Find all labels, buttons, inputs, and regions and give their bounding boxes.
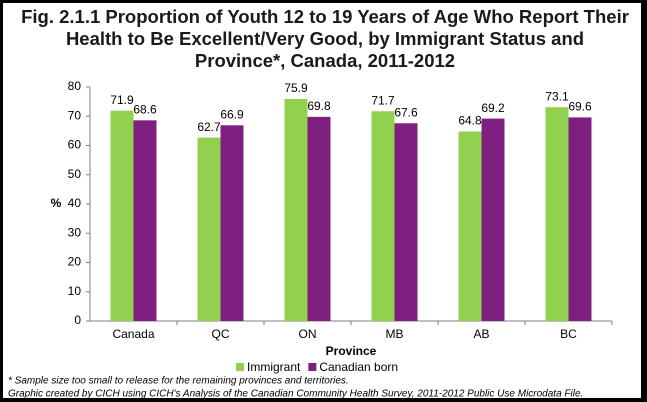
- bar: [371, 111, 395, 321]
- bar: [481, 118, 505, 321]
- bar: [394, 123, 418, 322]
- bar: [133, 120, 157, 321]
- footnote: * Sample size too small to release for t…: [8, 376, 349, 387]
- x-tick-label: Canada: [112, 327, 154, 341]
- footnote: Graphic created by CICH using CICH's Ana…: [8, 389, 583, 400]
- value-label: 69.2: [481, 101, 505, 115]
- y-tick-label: 60: [68, 138, 82, 152]
- x-tick-label: BC: [560, 327, 577, 341]
- chart-title: Fig. 2.1.1 Proportion of Youth 12 to 19 …: [21, 6, 629, 71]
- y-tick-label: 0: [74, 313, 81, 327]
- value-label: 68.6: [133, 103, 157, 117]
- x-tick-label: QC: [212, 327, 230, 341]
- y-tick-label: 40: [68, 196, 82, 210]
- legend-label: Canadian born: [319, 360, 398, 374]
- value-label: 71.7: [371, 93, 395, 107]
- y-tick-label: 10: [68, 284, 82, 298]
- y-axis-label: %: [51, 196, 62, 210]
- y-tick-label: 70: [68, 108, 82, 122]
- value-label: 69.8: [307, 99, 331, 113]
- y-tick-label: 20: [68, 255, 82, 269]
- bar: [197, 137, 221, 321]
- value-label: 62.7: [197, 120, 221, 134]
- value-label: 73.1: [545, 89, 569, 103]
- bar: [220, 125, 244, 321]
- value-label: 69.6: [568, 100, 592, 114]
- x-tick-label: MB: [386, 327, 404, 341]
- value-label: 67.6: [394, 105, 418, 119]
- y-tick-label: 80: [68, 79, 82, 93]
- bar: [458, 131, 482, 321]
- value-label: 71.9: [110, 93, 134, 107]
- bar: [568, 117, 592, 321]
- x-axis-label: Province: [326, 344, 377, 358]
- y-tick-label: 50: [68, 167, 82, 181]
- bar: [545, 107, 569, 322]
- x-tick-label: ON: [299, 327, 317, 341]
- bar: [284, 98, 308, 322]
- legend-swatch: [308, 363, 317, 371]
- value-label: 75.9: [284, 81, 308, 95]
- value-label: 64.8: [458, 114, 482, 128]
- legend-label: Immigrant: [247, 360, 301, 374]
- bar: [307, 116, 331, 322]
- legend-swatch: [236, 363, 244, 371]
- value-label: 66.9: [220, 107, 244, 121]
- bar: [110, 110, 134, 321]
- y-tick-label: 30: [68, 225, 82, 239]
- x-tick-label: AB: [473, 327, 489, 341]
